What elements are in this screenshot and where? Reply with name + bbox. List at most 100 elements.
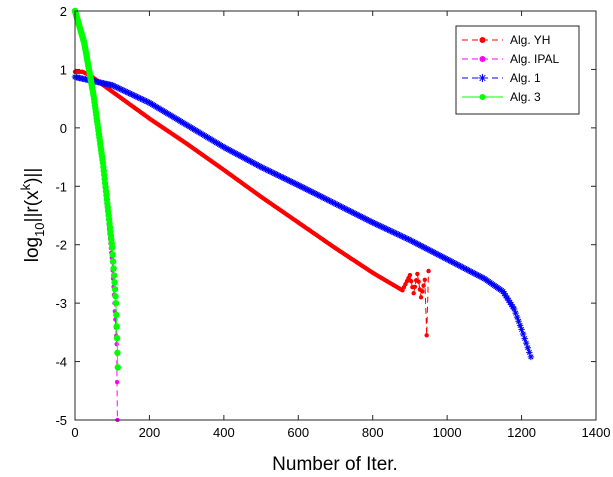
data-point: [259, 164, 266, 171]
data-point: [403, 235, 411, 242]
data-point: [454, 261, 461, 268]
data-point: [111, 83, 119, 90]
legend-label: Alg. 1: [510, 71, 541, 85]
data-point: [138, 96, 146, 103]
data-point: [344, 206, 351, 213]
y-tick-label: -3: [55, 296, 67, 311]
data-point: [432, 249, 439, 257]
data-point: [417, 242, 424, 249]
series-1: [72, 69, 431, 338]
data-point: [524, 344, 531, 351]
data-point: [414, 240, 421, 248]
data-point: [111, 279, 118, 286]
data-point: [368, 218, 375, 225]
data-point: [393, 230, 400, 237]
data-point: [114, 84, 122, 92]
data-point: [350, 209, 357, 216]
data-point: [116, 85, 123, 92]
data-point: [451, 259, 458, 267]
data-point: [440, 254, 448, 261]
data-point: [445, 256, 452, 264]
data-point: [293, 181, 300, 188]
data-point: [290, 179, 298, 187]
data-point: [371, 220, 378, 227]
data-point: [519, 330, 527, 338]
plot-frame: [74, 10, 597, 421]
data-point: [117, 86, 125, 93]
data-point: [109, 258, 117, 265]
series-layer: [71, 7, 535, 423]
data-point: [260, 165, 268, 172]
data-point: [503, 294, 511, 302]
data-point: [476, 273, 484, 280]
data-point: [128, 91, 135, 98]
data-point: [359, 214, 366, 221]
data-point: [126, 90, 134, 97]
data-point: [412, 284, 418, 289]
data-point: [323, 196, 330, 203]
data-point: [274, 171, 281, 179]
data-point: [320, 194, 327, 202]
x-tick-label: 600: [287, 425, 309, 440]
data-point: [416, 279, 421, 284]
data-point: [135, 94, 143, 102]
legend-entry: Alg. 3: [462, 90, 541, 104]
data-point: [292, 180, 299, 187]
data-point: [283, 176, 290, 183]
data-point: [129, 91, 137, 99]
data-point: [397, 232, 405, 240]
data-point: [342, 205, 350, 213]
data-point: [278, 173, 286, 181]
data-point: [109, 82, 116, 89]
data-point: [452, 260, 460, 268]
data-point: [424, 333, 429, 338]
data-point: [144, 98, 152, 106]
data-point: [305, 187, 312, 194]
data-point: [449, 259, 457, 266]
data-point: [418, 295, 424, 300]
data-point: [114, 364, 121, 371]
data-point: [289, 179, 296, 186]
y-tick-label: -2: [55, 238, 67, 253]
data-point: [131, 92, 138, 99]
legend-label: Alg. IPAL: [510, 52, 559, 66]
data-point: [408, 278, 414, 284]
data-point: [435, 251, 442, 258]
data-point: [309, 189, 317, 196]
data-point: [378, 223, 385, 230]
data-point: [430, 249, 437, 256]
data-point: [376, 222, 384, 230]
tick-labels: 0 200 400 600 800 1000 1200 1400 -5 -4 -3 -2 -1 0 1 2: [55, 4, 610, 440]
data-point: [114, 349, 121, 357]
data-point: [518, 326, 525, 333]
data-point: [373, 221, 381, 228]
data-point: [508, 301, 515, 308]
data-point: [510, 305, 518, 313]
legend-marker: [479, 56, 486, 62]
data-point: [390, 229, 397, 236]
data-point: [423, 245, 430, 252]
data-point: [467, 268, 475, 275]
data-point: [527, 353, 535, 361]
data-point: [385, 227, 393, 234]
data-point: [268, 168, 275, 176]
legend-entry: Alg. IPAL: [462, 52, 559, 66]
data-point: [439, 253, 446, 261]
data-point: [400, 234, 408, 241]
data-point: [411, 239, 418, 246]
data-point: [463, 266, 470, 273]
data-point: [109, 251, 116, 258]
data-point: [437, 253, 445, 260]
data-point: [391, 229, 399, 237]
data-point: [299, 184, 306, 191]
data-point: [114, 341, 119, 347]
x-tick-label: 200: [139, 425, 161, 440]
data-point: [301, 184, 308, 192]
data-point: [286, 177, 293, 184]
data-point: [112, 299, 120, 307]
data-point: [381, 224, 388, 232]
data-point: [269, 169, 277, 176]
data-point: [119, 86, 126, 94]
legend-marker: [478, 74, 487, 82]
data-point: [123, 89, 131, 96]
